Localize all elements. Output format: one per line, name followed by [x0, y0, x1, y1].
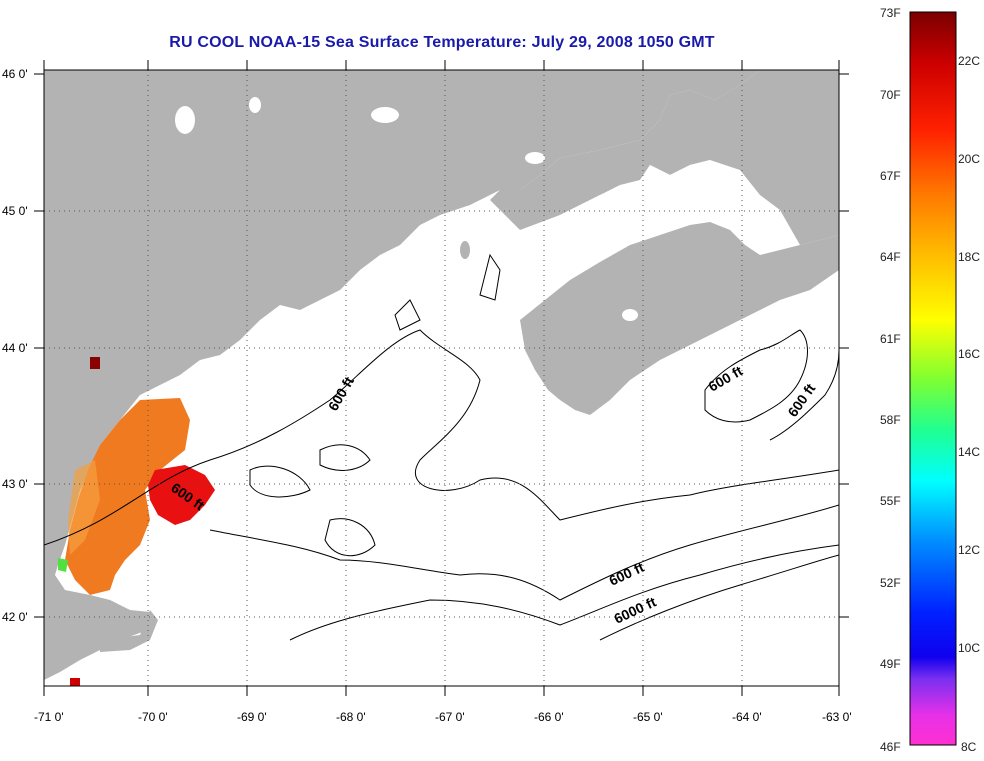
cb-f-label: 55F [880, 494, 901, 508]
cb-f-label: 61F [880, 332, 901, 346]
colorbar-fahrenheit-labels: 73F 70F 67F 64F 61F 58F 55F 52F 49F 46F [880, 6, 901, 754]
cb-f-label: 58F [880, 413, 901, 427]
land-new-england [44, 70, 760, 680]
cb-c-label: 20C [958, 152, 980, 166]
cb-f-label: 67F [880, 169, 901, 183]
cb-c-label: 18C [958, 250, 980, 264]
longitude-labels: -71 0' -70 0' -69 0' -68 0' -67 0' -66 0… [34, 710, 852, 724]
lon-label: -66 0' [534, 710, 564, 724]
cb-c-label: 16C [958, 347, 980, 361]
lon-label: -65 0' [633, 710, 663, 724]
cb-f-label: 70F [880, 88, 901, 102]
lat-label: 45 0' [2, 204, 28, 218]
map-frame [43, 69, 840, 687]
land-nova-scotia [520, 222, 839, 415]
lat-label: 46 0' [2, 67, 28, 81]
sst-patch-green [58, 558, 68, 572]
cb-c-label: 10C [958, 641, 980, 655]
land-cape-cod [100, 610, 158, 652]
bathymetry-contours [44, 253, 839, 641]
sst-patch-orange-light [68, 460, 100, 555]
lon-label: -69 0' [237, 710, 267, 724]
colorbar-gradient [909, 11, 957, 746]
cb-f-label: 64F [880, 250, 901, 264]
cb-f-label: 46F [880, 740, 901, 754]
cb-f-label: 73F [880, 6, 901, 20]
cb-c-label: 14C [958, 445, 980, 459]
land-new-brunswick [490, 70, 839, 245]
map-title: RU COOL NOAA-15 Sea Surface Temperature:… [169, 34, 715, 51]
axis-ticks [34, 60, 849, 696]
sst-patch-orange [65, 398, 190, 595]
sst-patch-red [148, 465, 215, 525]
cb-c-label: 12C [958, 543, 980, 557]
sst-dot-red [70, 678, 80, 686]
cb-f-label: 52F [880, 576, 901, 590]
lon-label: -70 0' [138, 710, 168, 724]
lon-label: -67 0' [435, 710, 465, 724]
cb-c-label: 8C [961, 740, 977, 754]
colorbar-celsius-labels: 22C 20C 18C 16C 14C 12C 10C 8C [958, 54, 980, 754]
lat-label: 42 0' [2, 610, 28, 624]
lon-label: -68 0' [336, 710, 366, 724]
lat-label: 44 0' [2, 341, 28, 355]
colorbar: 73F 70F 67F 64F 61F 58F 55F 52F 49F 46F … [880, 6, 980, 754]
lon-label: -71 0' [34, 710, 64, 724]
cb-c-label: 22C [958, 54, 980, 68]
sst-dot-dark-red [90, 357, 100, 369]
cb-f-label: 49F [880, 657, 901, 671]
lon-label: -63 0' [822, 710, 852, 724]
lat-label: 43 0' [2, 477, 28, 491]
latitude-labels: 46 0' 45 0' 44 0' 43 0' 42 0' [2, 67, 28, 624]
lon-label: -64 0' [732, 710, 762, 724]
